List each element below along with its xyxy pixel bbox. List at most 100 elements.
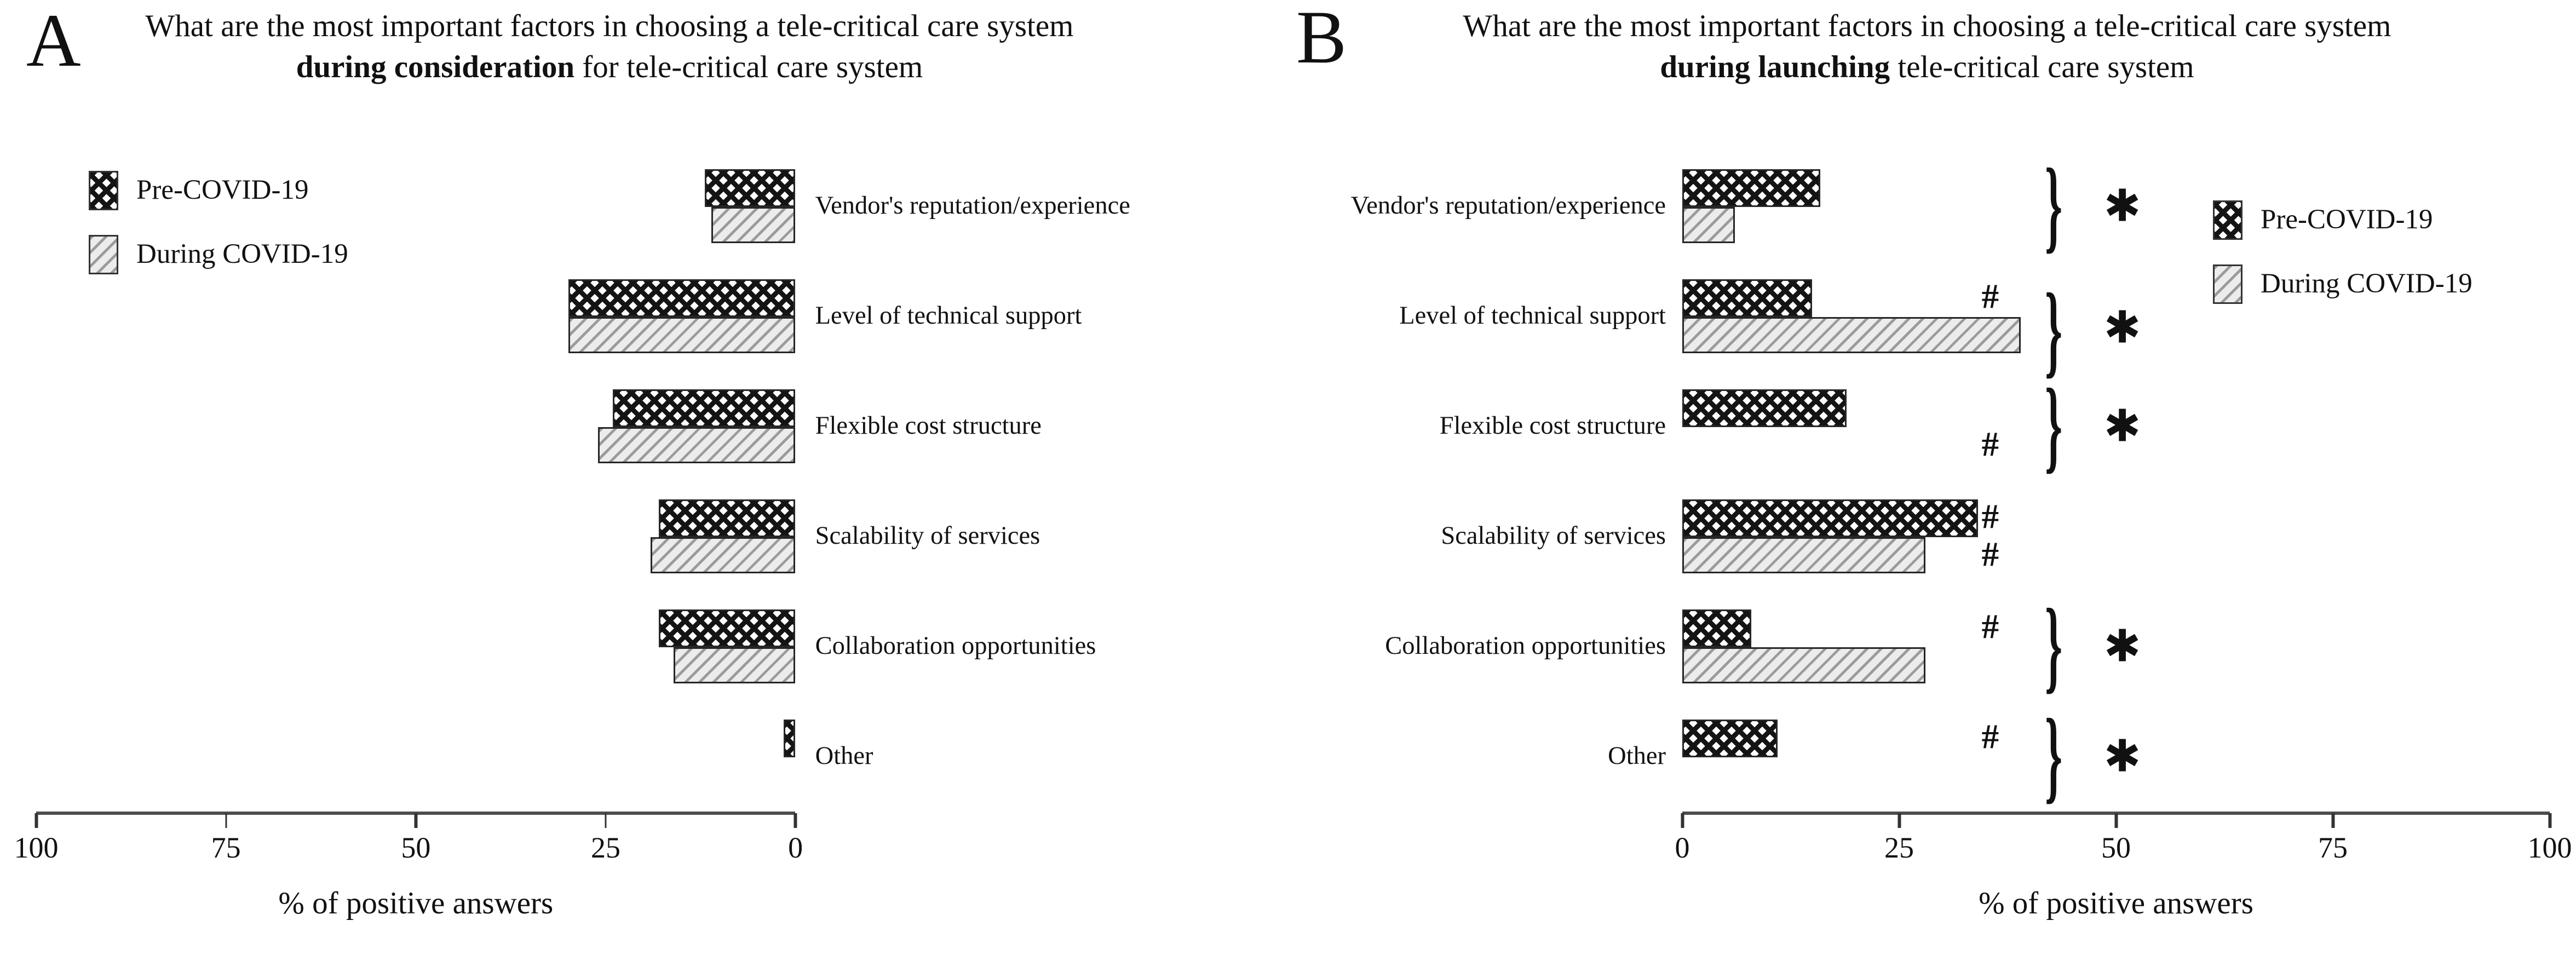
axis-tick — [794, 813, 797, 828]
plot-area — [0, 481, 796, 591]
chart-row: Vendor's reputation/experience — [0, 151, 1283, 261]
axis-tick-label: 50 — [2101, 831, 2131, 864]
panel-b-rows: Vendor's reputation/experience} ✱ Level of… — [1283, 151, 2576, 812]
legend-item-during-covid: During COVID-19 — [2213, 264, 2473, 304]
bar-pre-covid — [567, 279, 796, 317]
plot-area: #} ✱ — [1682, 261, 2576, 383]
axis-tick — [2548, 813, 2551, 828]
hash-annotation: # — [1981, 424, 1999, 464]
bar-during-covid — [1682, 646, 1925, 683]
panel-b-title-bold: during launching — [1660, 51, 1890, 86]
star-annotation: ✱ — [2103, 181, 2141, 232]
axis-tick-label: 0 — [788, 831, 803, 864]
bar-during-covid — [712, 206, 796, 243]
bar-during-covid — [1682, 316, 2021, 353]
bar-pre-covid — [1682, 169, 1821, 206]
panel-a-axis-wrap: % of positive answers 100 75 50 25 0 — [0, 812, 803, 940]
brace-annotation: } — [2045, 697, 2063, 813]
bar-pre-covid — [1682, 389, 1847, 427]
hash-annotation: # — [1981, 277, 1999, 317]
panel-b-axis-wrap: % of positive answers 0 25 50 75 100 — [1675, 812, 2576, 940]
category-label: Vendor's reputation/experience — [1350, 192, 1666, 220]
axis-tick-label: 0 — [1675, 831, 1690, 864]
panel-b-letter: B — [1296, 0, 1347, 79]
axis-tick — [34, 813, 38, 828]
panel-a-title-suffix: for tele-critical care system — [574, 51, 923, 86]
legend-item-pre-covid: Pre-COVID-19 — [89, 171, 348, 210]
panel-a-letter: A — [26, 0, 81, 82]
axis-tick — [2331, 813, 2334, 828]
axis-tick-label: 100 — [2527, 831, 2572, 864]
panel-a-title-prefix: What are the most important factors in c… — [145, 10, 1074, 44]
category-label: Collaboration opportunities — [1385, 632, 1666, 660]
panel-a-axis-title: % of positive answers — [278, 887, 554, 922]
bar-pair: #} ✱ — [1682, 372, 2550, 476]
legend-label-pre-covid: Pre-COVID-19 — [2261, 204, 2433, 235]
star-annotation: ✱ — [2103, 621, 2141, 672]
category-label: Other — [815, 741, 873, 770]
bar-pair — [36, 609, 796, 683]
chart-row: Level of technical support #} ✱ — [1283, 261, 2576, 383]
bar-pair: } ✱ — [1682, 152, 2550, 256]
bar-pre-covid — [1682, 279, 1813, 317]
bar-pair: #} ✱ — [1682, 592, 2550, 697]
brace-annotation: } — [2045, 586, 2063, 703]
bar-pair: #} ✱ — [1682, 703, 2550, 807]
panel-b-axis-title: % of positive answers — [1979, 887, 2253, 922]
star-annotation: ✱ — [2103, 302, 2141, 354]
category-label: Level of technical support — [815, 301, 1082, 330]
plot-area — [0, 261, 796, 371]
chart-row: Flexible cost structure — [0, 371, 1283, 481]
chart-row: Other — [0, 701, 1283, 812]
axis-tick-label: 75 — [211, 831, 241, 864]
axis-tick — [1898, 813, 1901, 828]
bar-pre-covid — [1682, 499, 1977, 537]
hash-annotation: # — [1981, 607, 1999, 647]
chart-row: Other #} ✱ — [1283, 701, 2576, 812]
panel-a-x-axis: % of positive answers 100 75 50 25 0 — [14, 812, 803, 940]
panel-b-chart: Vendor's reputation/experience} ✱ Level of… — [1283, 151, 2576, 940]
star-annotation: ✱ — [2103, 401, 2141, 452]
panel-b-axis-row: % of positive answers 0 25 50 75 100 — [1283, 812, 2576, 940]
brace-annotation: } — [2045, 146, 2063, 262]
legend-item-pre-covid: Pre-COVID-19 — [2213, 200, 2473, 240]
bar-during-covid — [651, 536, 796, 573]
chart-row: Collaboration opportunities #} ✱ — [1283, 591, 2576, 701]
bar-during-covid — [1682, 536, 1925, 573]
panel-a-axis-row: % of positive answers 100 75 50 25 0 — [0, 812, 1283, 940]
chart-row: Scalability of services # # — [1283, 481, 2576, 591]
bar-during-covid — [1682, 206, 1735, 243]
panel-b: B What are the most important factors in… — [1283, 0, 2576, 955]
bar-pre-covid — [704, 169, 796, 206]
chart-row: Collaboration opportunities — [0, 591, 1283, 701]
brace-annotation: } — [2045, 366, 2063, 482]
bar-pre-covid — [1682, 609, 1752, 647]
bar-pre-covid — [784, 720, 796, 757]
axis-tick — [604, 813, 607, 828]
bar-pre-covid — [659, 499, 796, 537]
bar-during-covid — [567, 316, 796, 353]
bar-pair: # # — [1682, 499, 2550, 573]
bar-pair — [36, 499, 796, 573]
plot-area: } ✱ — [1682, 151, 2576, 261]
category-label: Scalability of services — [1441, 522, 1666, 550]
chart-row: Scalability of services — [0, 481, 1283, 591]
bar-pre-covid — [613, 389, 796, 427]
plot-area: #} ✱ — [1682, 591, 2576, 701]
hash-annotation: # — [1981, 717, 1999, 757]
axis-tick-label: 75 — [2318, 831, 2348, 864]
axis-tick — [1681, 813, 1684, 828]
plot-area — [0, 151, 796, 261]
chart-row: Vendor's reputation/experience } ✱ — [1283, 151, 2576, 261]
panel-b-title: What are the most important factors in c… — [1421, 7, 2433, 89]
panel-a-rows: Vendor's reputation/experience Level of t… — [0, 151, 1283, 812]
bar-during-covid — [674, 646, 796, 683]
bar-pair — [36, 169, 796, 243]
panel-b-title-suffix: tele-critical care system — [1890, 51, 2194, 86]
panel-b-axis-spacer — [1283, 812, 1682, 940]
axis-tick — [414, 813, 417, 828]
plot-area — [0, 591, 796, 701]
panel-b-x-axis: % of positive answers 0 25 50 75 100 — [1675, 812, 2572, 940]
